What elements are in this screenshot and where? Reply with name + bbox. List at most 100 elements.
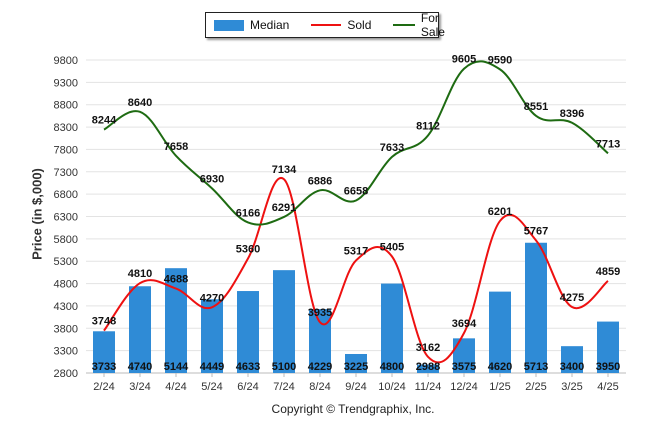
median-bar (273, 270, 295, 373)
legend-item-median[interactable]: Median (214, 18, 289, 32)
median-value-label: 2988 (416, 361, 440, 373)
y-tick-label: 8800 (54, 100, 78, 112)
for-sale-value-label: 6166 (236, 207, 260, 219)
y-tick-label: 5300 (54, 256, 78, 268)
median-value-label: 4633 (236, 361, 260, 373)
x-tick-label: 5/24 (201, 381, 222, 393)
sold-value-label: 4270 (200, 292, 224, 304)
sold-value-label: 5405 (380, 242, 404, 254)
y-tick-label: 3800 (54, 323, 78, 335)
x-tick-label: 4/25 (597, 381, 618, 393)
median-value-label: 5144 (164, 361, 189, 373)
x-tick-label: 3/25 (561, 381, 582, 393)
x-tick-label: 1/25 (489, 381, 510, 393)
median-value-label: 5713 (524, 361, 548, 373)
for-sale-value-label: 6291 (272, 202, 296, 214)
median-bar (165, 268, 187, 373)
median-bar (381, 283, 403, 373)
median-value-label: 3733 (92, 361, 116, 373)
x-tick-label: 6/24 (237, 381, 258, 393)
y-tick-label: 7800 (54, 144, 78, 156)
median-value-label: 4740 (128, 361, 152, 373)
sold-value-label: 6201 (488, 206, 512, 218)
sold-swatch (311, 24, 342, 26)
for-sale-value-label: 9605 (452, 54, 476, 66)
median-bar (417, 364, 439, 373)
for-sale-value-label: 8640 (128, 97, 152, 109)
sold-value-label: 3935 (308, 307, 332, 319)
median-bar (453, 338, 475, 373)
x-tick-label: 3/24 (129, 381, 150, 393)
y-tick-label: 5800 (54, 234, 78, 246)
median-bar (129, 286, 151, 373)
median-bar (525, 242, 547, 373)
y-tick-label: 6800 (54, 189, 78, 201)
copyright: Copyright © Trendgraphix, Inc. (271, 402, 435, 416)
price-chart: 2800 3300 3800 4300 4800 5300 5800 6300 6800 7300… (54, 54, 626, 393)
median-value-label: 4800 (380, 361, 404, 373)
median-bar (237, 291, 259, 373)
x-tick-label: 7/24 (273, 381, 294, 393)
x-tick-label: 4/24 (165, 381, 186, 393)
x-tick-label: 2/25 (525, 381, 546, 393)
sold-value-label: 3694 (452, 318, 477, 330)
median-value-label: 3575 (452, 361, 476, 373)
sold-value-label: 4275 (560, 292, 584, 304)
median-value-label: 3225 (344, 361, 368, 373)
y-tick-label: 9800 (54, 55, 78, 67)
for-sale-value-label: 8551 (524, 101, 548, 113)
median-bar (345, 353, 367, 373)
for-sale-line (103, 60, 609, 226)
for-sale-swatch (393, 24, 415, 26)
for-sale-value-label: 6886 (308, 175, 332, 187)
y-tick-label: 9300 (54, 77, 78, 89)
for-sale-value-label: 8396 (560, 108, 584, 120)
y-tick-label: 7300 (54, 167, 78, 179)
median-bar (489, 291, 511, 373)
median-value-label: 3400 (560, 361, 584, 373)
median-value-label: 4229 (308, 361, 332, 373)
median-value-label: 3950 (596, 361, 620, 373)
x-tick-label: 10/24 (378, 381, 406, 393)
for-sale-value-label: 6658 (344, 185, 368, 197)
sold-value-label: 5767 (524, 225, 548, 237)
for-sale-value-label: 7633 (380, 142, 404, 154)
for-sale-value-label: 8112 (416, 120, 440, 132)
x-tick-label: 11/24 (415, 381, 442, 393)
median-bar (201, 299, 223, 373)
sold-value-label: 5317 (344, 245, 368, 257)
y-tick-label: 8300 (54, 122, 78, 134)
median-swatch (214, 19, 244, 31)
sold-value-label: 4810 (128, 268, 152, 280)
for-sale-value-label: 7658 (164, 141, 188, 153)
sold-value-label: 3748 (92, 316, 116, 328)
sold-value-label: 4688 (164, 274, 188, 286)
x-tick-label: 9/24 (345, 381, 366, 393)
x-tick-label: 8/24 (309, 381, 330, 393)
median-bar (597, 321, 619, 373)
legend-sold-label: Sold (347, 18, 372, 32)
x-tick-label: 2/24 (93, 381, 114, 393)
median-value-label: 4449 (200, 361, 224, 373)
legend-median-label: Median (250, 18, 290, 32)
legend-item-for-sale[interactable]: For Sale (393, 11, 453, 39)
median-bar (93, 331, 115, 373)
for-sale-value-label: 8244 (92, 115, 117, 127)
legend: Median Sold For Sale (205, 11, 445, 39)
median-value-label: 5100 (272, 361, 296, 373)
x-tick-label: 12/24 (450, 381, 478, 393)
median-value-label: 4620 (488, 361, 512, 373)
for-sale-value-label: 6930 (200, 173, 224, 185)
sold-value-label: 4859 (596, 266, 620, 278)
y-tick-label: 2800 (54, 368, 78, 380)
sold-line (103, 176, 609, 364)
legend-item-sold[interactable]: Sold (311, 18, 371, 32)
for-sale-value-label: 9590 (488, 54, 512, 66)
y-tick-label: 4300 (54, 301, 78, 313)
median-bar (561, 346, 583, 373)
sold-value-label: 7134 (272, 164, 297, 176)
y-tick-label: 3300 (54, 346, 78, 358)
sold-value-label: 5360 (236, 244, 260, 256)
y-tick-label: 4800 (54, 279, 78, 291)
for-sale-value-label: 7713 (596, 138, 620, 150)
